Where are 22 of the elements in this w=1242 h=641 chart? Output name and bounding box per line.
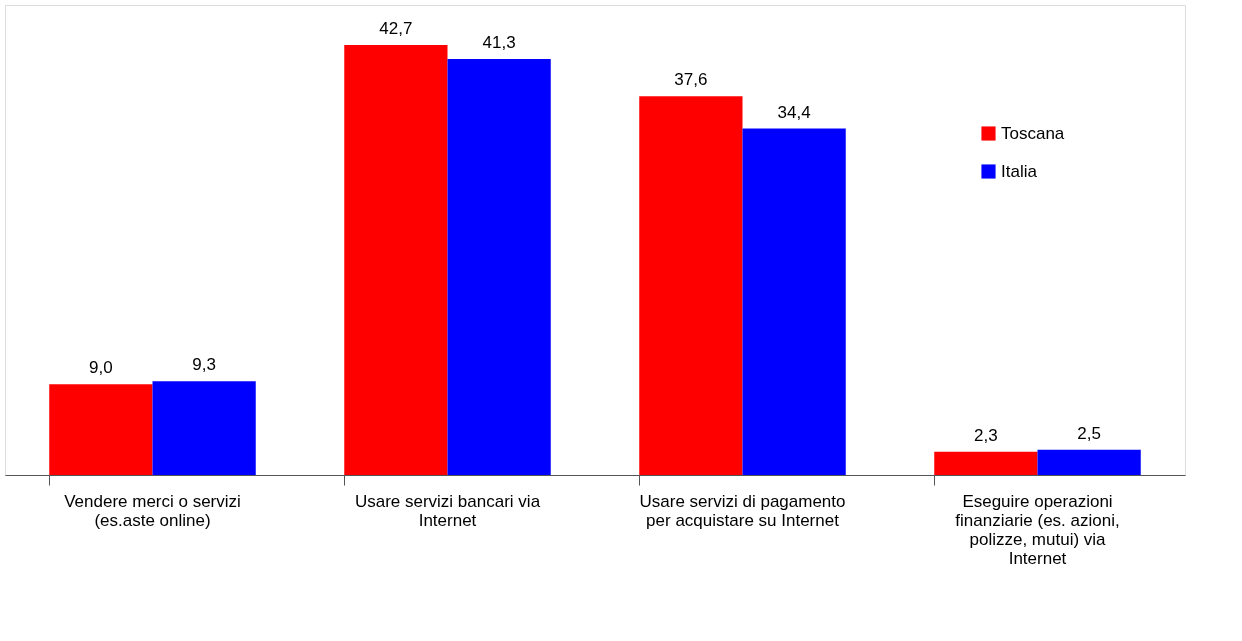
data-label: 37,6	[674, 70, 708, 90]
data-label: 41,3	[482, 33, 516, 53]
data-label: 34,4	[777, 102, 811, 122]
x-tick-label: Vendere merci o servizi (es.aste online)	[64, 491, 241, 530]
x-tick-label: Eseguire operazioni finanziarie (es. azioni, polizze, mutui) via Internet	[955, 491, 1120, 568]
legend-label: Toscana	[1001, 123, 1065, 143]
x-tick-label: Usare servizi di pagamento per acquistare su Internet	[639, 491, 846, 530]
legend-label: Italia	[1001, 161, 1038, 181]
bar	[934, 451, 1038, 475]
bar	[1037, 449, 1141, 475]
x-tick-label: Usare servizi bancari via Internet	[354, 491, 541, 530]
data-label: 2,5	[1077, 423, 1101, 443]
data-label: 42,7	[379, 19, 413, 38]
bar	[152, 381, 256, 475]
data-label: 9,0	[89, 358, 113, 378]
data-label: 2,3	[974, 425, 998, 445]
bar	[447, 59, 551, 475]
bar	[344, 45, 448, 475]
bar	[639, 96, 743, 475]
bar	[49, 384, 153, 475]
data-label: 9,3	[192, 355, 216, 375]
bar	[742, 128, 846, 475]
